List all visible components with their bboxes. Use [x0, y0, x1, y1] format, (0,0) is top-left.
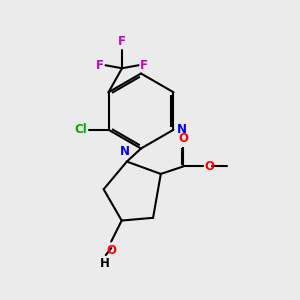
Text: H: H [100, 256, 110, 269]
Text: O: O [106, 244, 116, 256]
Text: O: O [205, 160, 214, 173]
Text: Cl: Cl [75, 123, 88, 136]
Text: F: F [118, 35, 126, 48]
Text: F: F [96, 59, 104, 72]
Text: F: F [140, 59, 148, 72]
Text: O: O [178, 132, 188, 145]
Text: N: N [120, 145, 130, 158]
Text: N: N [177, 123, 187, 136]
